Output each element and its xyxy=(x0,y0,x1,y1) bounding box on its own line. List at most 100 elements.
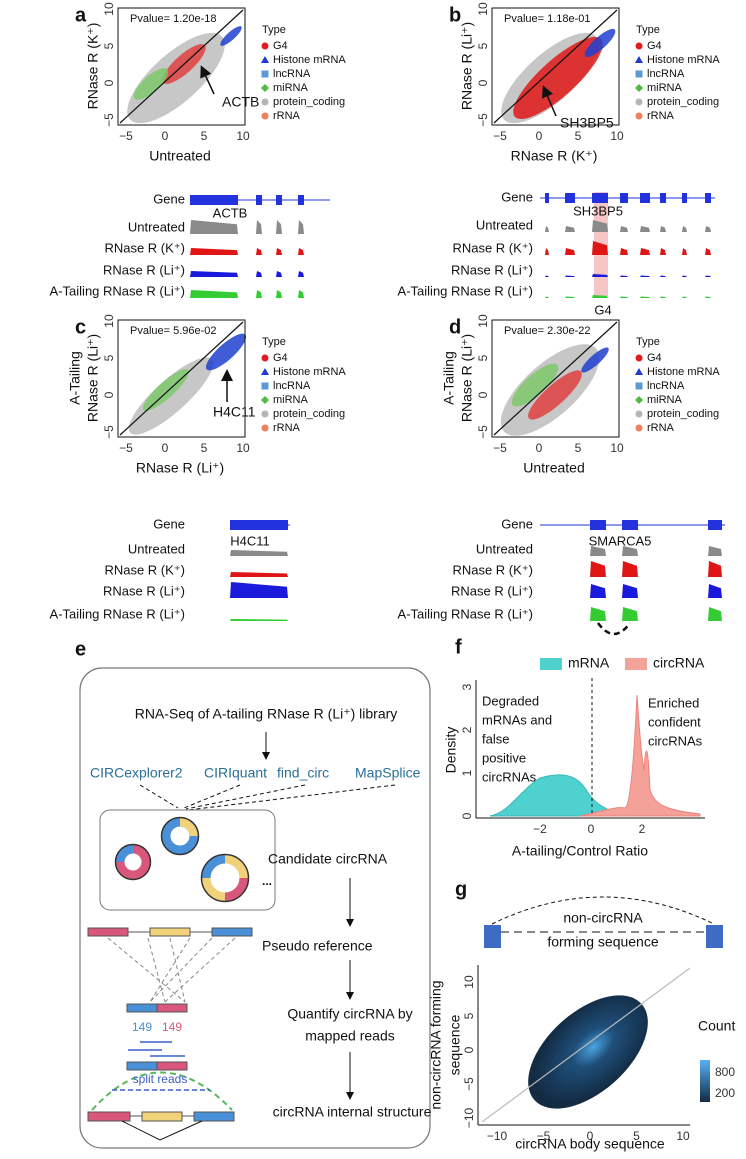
legend-label: G4 xyxy=(647,40,662,52)
coverage xyxy=(620,296,628,298)
point-cloud xyxy=(584,28,616,58)
track-label: Untreated xyxy=(128,541,185,556)
point-cloud xyxy=(220,26,242,46)
x-tick-label: −5 xyxy=(119,441,133,455)
coverage xyxy=(590,607,606,621)
exon-block xyxy=(484,925,501,948)
legend-label: Histone mRNA xyxy=(647,366,720,378)
track-label: Untreated xyxy=(476,217,533,232)
legend-label: G4 xyxy=(647,352,662,364)
y-tick-label: 0 xyxy=(102,79,116,86)
legend-marker xyxy=(261,382,269,390)
legend-marker xyxy=(261,354,269,362)
coverage xyxy=(256,290,262,298)
coverage xyxy=(190,290,238,298)
x-tick-label: 10 xyxy=(236,441,250,455)
y-tick-label: 5 xyxy=(476,354,490,361)
legend-title: Count xyxy=(698,1018,735,1034)
coverage xyxy=(230,619,288,621)
diagonal xyxy=(119,9,244,124)
split-reads: split reads xyxy=(133,1072,188,1086)
x-tick-label: 0 xyxy=(162,441,169,455)
legend-label: rRNA xyxy=(647,110,675,122)
y-tick-label: 1 xyxy=(460,769,474,776)
track-label: A-Tailing RNase R (Li⁺) xyxy=(50,606,185,621)
plot-frame xyxy=(491,319,620,438)
genome-track: Gene H4C11 Untreated RNase R (K⁺) RNase R (L… xyxy=(50,516,290,621)
x-tick-label: 10 xyxy=(610,441,624,455)
point-cloud xyxy=(581,347,609,373)
legend-title: Type xyxy=(262,336,286,348)
circ-icon-outline xyxy=(114,816,250,903)
exon xyxy=(565,193,575,203)
note-line: circRNAs xyxy=(648,733,703,748)
legend-label: miRNA xyxy=(647,394,682,406)
note-line: circRNAs xyxy=(482,769,537,784)
point-cloud xyxy=(511,363,559,407)
y-axis-label: Density xyxy=(443,727,459,774)
legend-marker xyxy=(635,382,643,390)
x-axis-label: RNase R (Li⁺) xyxy=(136,460,224,476)
y-axis-label: RNase R (Li⁺) xyxy=(85,334,101,422)
y-tick-label: 0 xyxy=(460,812,474,819)
x-tick-label: 5 xyxy=(201,129,208,143)
coverage xyxy=(620,275,628,277)
pseudo-reference xyxy=(87,927,253,1071)
y-tick-label: 5 xyxy=(102,354,116,361)
scatter-panel: d Pvalue= 2.30e-22 −5 0 5 10 −5 0 5 10 Untreated A-… xyxy=(441,314,721,476)
diagram-label: non-circRNA xyxy=(563,910,643,926)
y-tick-label: 0 xyxy=(462,1046,476,1053)
point-cloud xyxy=(513,36,603,120)
coverage xyxy=(622,607,638,621)
annotation: H4C11 xyxy=(213,404,256,420)
tool: CIRCexplorer2 xyxy=(90,765,183,781)
arrow xyxy=(200,65,215,95)
y-tick-label: −5 xyxy=(476,425,490,439)
track-label: Untreated xyxy=(128,219,185,234)
coverage xyxy=(660,248,666,255)
coverage xyxy=(565,248,575,255)
coverage xyxy=(276,271,282,277)
colorbar-label: 200 xyxy=(715,1086,735,1100)
coverage xyxy=(622,546,638,556)
x-tick-label: 0 xyxy=(536,129,543,143)
x-tick-label: 0 xyxy=(536,441,543,455)
y-tick-label: −5 xyxy=(476,113,490,127)
exon xyxy=(622,520,638,530)
diagonal xyxy=(493,9,618,124)
legend-swatch xyxy=(540,658,562,670)
track-label: Gene xyxy=(501,516,533,531)
panel-label: b xyxy=(449,4,461,26)
legend-label: Histone mRNA xyxy=(647,54,720,66)
legend-label: miRNA xyxy=(647,82,682,94)
coverage xyxy=(298,248,304,255)
coverage xyxy=(190,248,238,255)
y-axis-label: RNase R (Li⁺) xyxy=(459,22,475,110)
note-line: false xyxy=(482,731,509,746)
y-tick-label: 10 xyxy=(476,314,490,328)
coverage xyxy=(565,275,575,277)
coverage xyxy=(256,271,262,277)
legend-marker xyxy=(261,70,269,78)
legend-marker xyxy=(635,410,643,418)
track-label: A-Tailing RNase R (Li⁺) xyxy=(398,606,533,621)
colorbar xyxy=(700,1060,710,1102)
panel-label: e xyxy=(75,638,86,660)
coverage xyxy=(230,550,288,556)
pvalue: Pvalue= 2.30e-22 xyxy=(504,325,591,337)
coverage xyxy=(592,274,608,277)
legend-title: Type xyxy=(636,24,660,36)
track-label: Gene xyxy=(501,189,533,204)
exon xyxy=(620,193,628,203)
track-label: Gene xyxy=(153,516,185,531)
point-cloud xyxy=(528,370,582,420)
coverage xyxy=(640,226,650,232)
y-axis-label: A-Tailing xyxy=(441,351,457,405)
coverage xyxy=(298,271,304,277)
backsplice-arc xyxy=(596,622,632,636)
legend-marker xyxy=(635,424,643,432)
exon xyxy=(276,195,282,205)
diagonal xyxy=(493,321,618,436)
coverage xyxy=(620,226,628,232)
